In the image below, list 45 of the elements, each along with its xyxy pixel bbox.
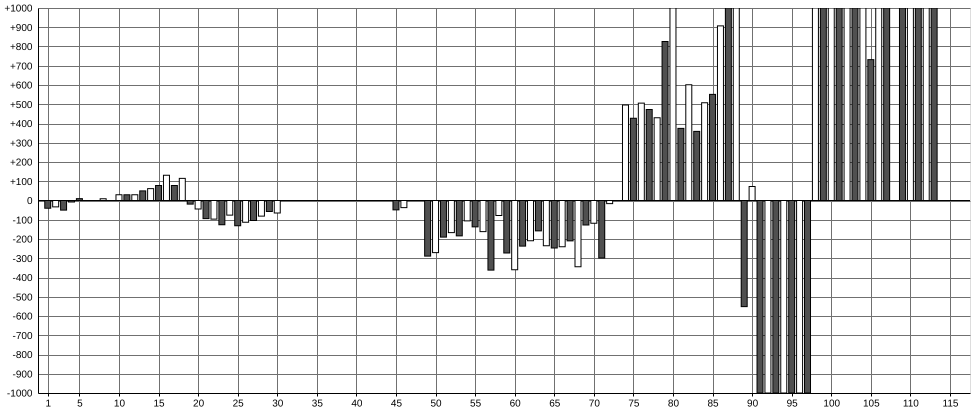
x-tick-label: 75 <box>628 398 640 407</box>
x-tick-label: 1 <box>45 398 52 407</box>
y-tick-label: -1000 <box>6 388 33 400</box>
x-tick-label: 15 <box>153 398 166 407</box>
y-tick-label: +200 <box>10 158 33 168</box>
x-tick-label: 85 <box>707 398 720 407</box>
x-tick-label: 80 <box>668 398 680 407</box>
x-tick-label: 55 <box>470 398 482 407</box>
y-tick-label: +700 <box>10 61 33 72</box>
y-tick-label: +800 <box>10 42 33 53</box>
x-tick-label: 10 <box>114 398 126 407</box>
y-tick-label: +900 <box>10 22 33 34</box>
x-tick-label: 60 <box>510 398 522 407</box>
y-tick-label: 0 <box>26 196 33 207</box>
x-tick-label: 20 <box>193 398 205 407</box>
x-tick-label: 50 <box>430 398 442 407</box>
y-tick-label: -300 <box>12 254 33 265</box>
x-tick-label: 90 <box>747 398 759 407</box>
x-tick-label: 95 <box>786 398 798 407</box>
x-tick-label: 40 <box>351 398 363 407</box>
x-tick-label: 100 <box>823 398 841 407</box>
x-tick-label: 45 <box>390 398 402 407</box>
y-tick-label: +400 <box>10 119 33 130</box>
y-tick-label: -800 <box>12 350 33 361</box>
x-tick-label: 35 <box>312 398 324 407</box>
y-tick-label: +600 <box>10 80 33 92</box>
y-tick-label: -600 <box>12 312 33 322</box>
y-tick-label: -700 <box>12 330 33 342</box>
x-tick-label: 65 <box>549 398 561 407</box>
y-tick-label: -500 <box>12 292 33 304</box>
x-tick-label: 105 <box>862 398 880 407</box>
y-tick-label: +1000 <box>4 4 33 14</box>
x-tick-label: 70 <box>588 398 600 407</box>
y-tick-label: -900 <box>12 369 33 380</box>
x-tick-label: 30 <box>272 398 284 407</box>
x-tick-label: 25 <box>232 398 244 407</box>
y-tick-label: -400 <box>12 273 33 284</box>
x-tick-label: 115 <box>942 398 959 407</box>
x-tick-label: 110 <box>902 398 920 407</box>
y-tick-label: -100 <box>12 215 33 226</box>
y-tick-label: +100 <box>10 176 33 188</box>
y-tick-label: +300 <box>10 138 33 150</box>
x-tick-label: 5 <box>77 398 84 407</box>
y-tick-label: +500 <box>10 100 33 111</box>
y-tick-label: -200 <box>12 234 33 246</box>
